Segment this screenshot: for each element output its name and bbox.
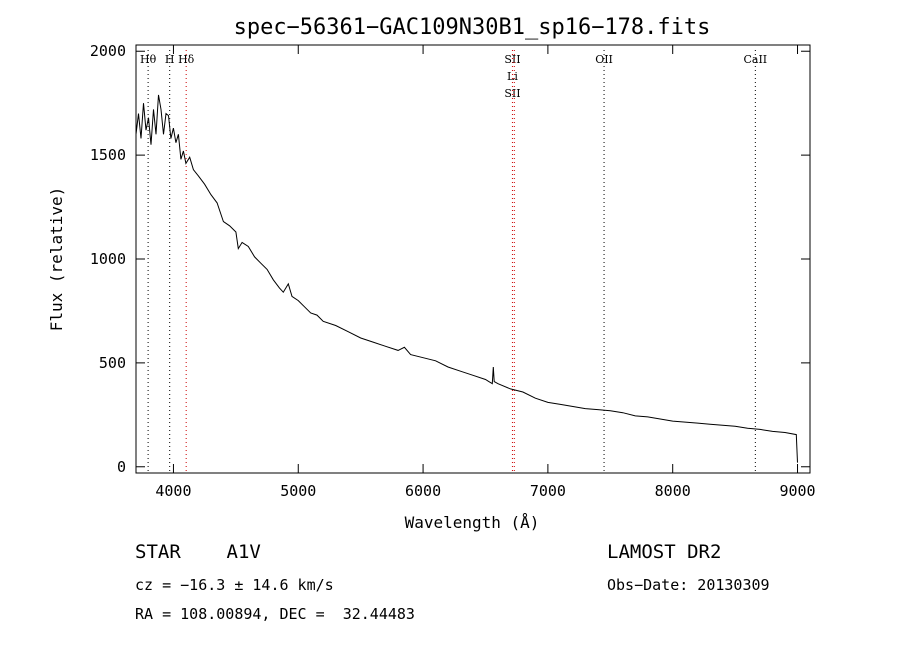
spectral-line-label: SII [504,87,520,100]
spectral-line-markers: Hθ H Hδ SII Li SII OII CaII [140,50,767,473]
x-tick-label: 5000 [280,482,316,500]
x-tick-label: 9000 [779,482,815,500]
y-axis-label: Flux (relative) [47,187,66,332]
spectrum-line [135,94,798,463]
x-axis-ticks: 4000 5000 6000 7000 8000 9000 [155,45,816,500]
spectral-line-label: CaII [743,53,767,66]
coordinates: RA = 108.00894, DEC = 32.44483 [135,605,415,623]
y-tick-label: 2000 [90,42,126,60]
x-tick-label: 7000 [530,482,566,500]
spectral-line-label: Hθ [140,53,157,66]
spectral-line-label: H [165,53,175,66]
spectral-line-label: Li [507,70,518,83]
y-tick-label: 500 [99,354,126,372]
y-axis-ticks: 0 500 1000 1500 2000 [90,42,810,476]
x-axis-label: Wavelength (Å) [405,513,540,532]
y-tick-label: 1000 [90,250,126,268]
chart-title: spec−56361−GAC109N30B1_sp16−178.fits [234,15,711,40]
object-class: STAR A1V [135,541,261,563]
spectral-line-label: OII [595,53,613,66]
x-tick-label: 4000 [155,482,191,500]
x-tick-label: 8000 [655,482,691,500]
y-tick-label: 1500 [90,146,126,164]
x-tick-label: 6000 [405,482,441,500]
observation-date: Obs−Date: 20130309 [607,576,770,594]
spectral-line-label: Hδ [178,53,195,66]
redshift-cz: cz = −16.3 ± 14.6 km/s [135,576,334,594]
y-tick-label: 0 [117,458,126,476]
survey-name: LAMOST DR2 [607,541,722,563]
plot-frame [135,44,811,474]
spectral-line-label: SII [504,53,520,66]
